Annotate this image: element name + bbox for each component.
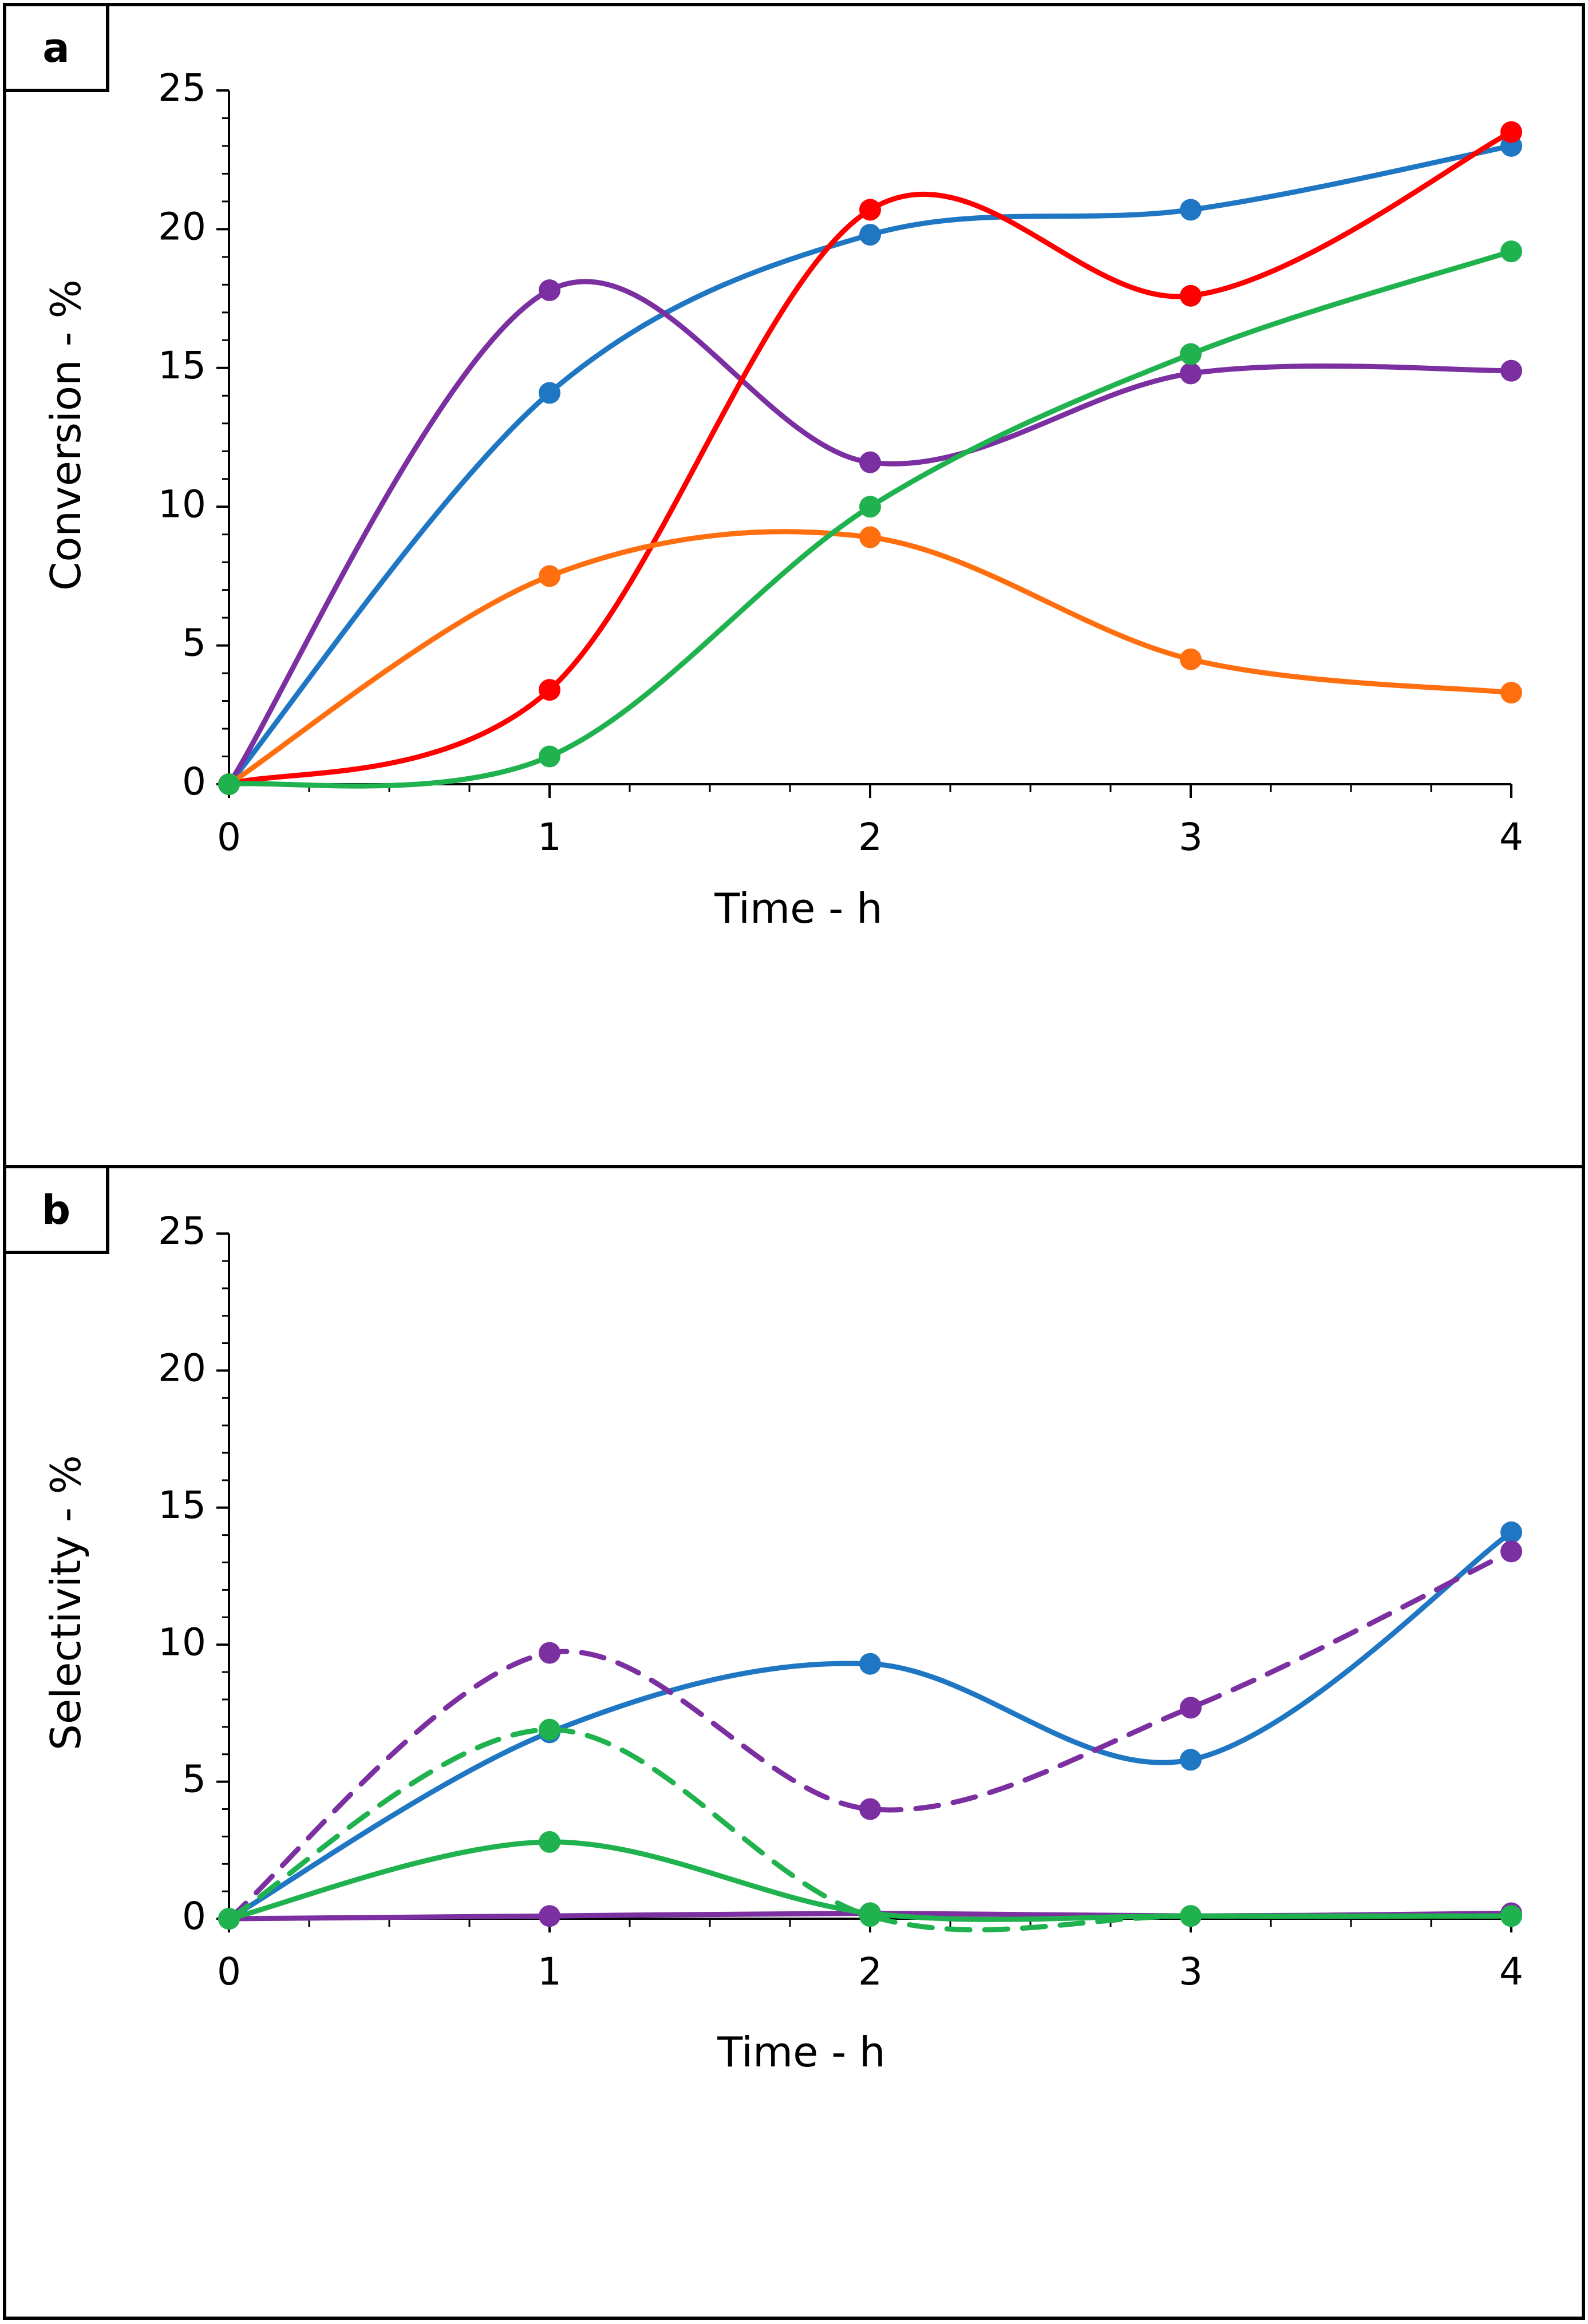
panel-b-data-point-0-4 xyxy=(1500,1521,1522,1543)
panel-a-series-line-1 xyxy=(226,279,1514,787)
panel-b-y-tick-label: 10 xyxy=(158,1620,206,1664)
panel-a-data-point-3-1 xyxy=(539,565,560,587)
panel-b-x-tick-label: 2 xyxy=(858,1950,882,1994)
panel-b-data-point-1-2 xyxy=(859,1798,881,1820)
panel-b-frame xyxy=(3,1165,1585,2320)
panel-b-data-point-1-4 xyxy=(1500,1540,1522,1563)
panel-b-label-box xyxy=(3,1165,109,1254)
panel-b-series-line-3 xyxy=(226,1727,1514,1932)
panel-b-label: b xyxy=(42,1187,70,1234)
panel-a-y-tick-label: 20 xyxy=(158,204,206,248)
panel-a-data-point-3-3 xyxy=(1180,648,1202,670)
panel-b-data-point-1-1 xyxy=(539,1642,560,1664)
panel-b-y-tick-label: 5 xyxy=(182,1757,206,1801)
panel-b-data-point-0-2 xyxy=(859,1653,881,1675)
panel-a-data-point-4-1 xyxy=(539,745,560,768)
panel-b-data-point-2-1 xyxy=(539,1905,560,1927)
panel-a-data-point-4-4 xyxy=(1500,240,1522,263)
panel-a-y-tick-label: 10 xyxy=(158,482,206,526)
panel-b-data-point-4-4 xyxy=(1500,1905,1522,1927)
panel-b-series-line-1 xyxy=(226,1548,1514,1922)
panel-a-x-tick-label: 0 xyxy=(217,815,241,859)
panel-a-series-line-3 xyxy=(226,529,1514,787)
panel-b-data-point-1-3 xyxy=(1180,1697,1202,1719)
panel-a-data-point-2-3 xyxy=(1180,284,1202,307)
panel-b-x-tick-label: 0 xyxy=(217,1950,241,1994)
panel-b-series-3 xyxy=(218,1718,1522,1932)
panel-a-y-tick-label: 5 xyxy=(182,621,206,665)
panel-a-data-point-2-2 xyxy=(859,199,881,221)
panel-b-series-4 xyxy=(218,1831,1522,1930)
panel-a-series-3 xyxy=(218,526,1522,795)
panel-b-x-tick-label: 3 xyxy=(1179,1950,1203,1994)
panel-a-plot-area xyxy=(218,121,1522,795)
panel-a-x-axis-title: Time - h xyxy=(714,884,883,932)
panel-a-series-line-4 xyxy=(226,248,1514,789)
panel-a-data-point-1-1 xyxy=(539,279,560,302)
panel-a-data-point-2-4 xyxy=(1500,121,1522,143)
panel-b-y-axis-title: Selectivity - % xyxy=(42,1455,90,1750)
panel-a-data-point-2-1 xyxy=(539,679,560,701)
panel-a-data-point-3-4 xyxy=(1500,682,1522,704)
panel-a-label: a xyxy=(42,25,69,72)
panel-b-x-tick-label: 1 xyxy=(538,1950,562,1994)
panel-b-data-point-4-3 xyxy=(1180,1905,1202,1927)
panel-b-data-point-0-3 xyxy=(1180,1749,1202,1771)
panel-b-data-point-4-2 xyxy=(859,1902,881,1924)
panel-b-y-tick-label: 0 xyxy=(182,1894,206,1938)
panel-a-y-tick-label: 0 xyxy=(182,760,206,804)
panel-a-data-point-3-2 xyxy=(859,526,881,548)
panel-b-plot-area xyxy=(218,1521,1522,1932)
panel-a-x-tick-label: 4 xyxy=(1499,815,1523,859)
panel-b-series-1 xyxy=(218,1540,1522,1930)
panel-a-data-point-4-0 xyxy=(218,773,240,795)
panel-a-x-tick-label: 1 xyxy=(538,815,562,859)
panel-a-label-box xyxy=(3,3,109,92)
panel-a-data-point-0-3 xyxy=(1180,199,1202,221)
panel-a-data-point-1-2 xyxy=(859,451,881,473)
panel-a-y-tick-label: 15 xyxy=(158,343,206,388)
panel-b-data-point-4-1 xyxy=(539,1831,560,1853)
panel-a-data-point-1-4 xyxy=(1500,359,1522,382)
panel-a-x-tick-label: 2 xyxy=(858,815,882,859)
panel-b-y-tick-label: 25 xyxy=(158,1209,206,1253)
panel-a-data-point-0-1 xyxy=(539,382,560,404)
panel-b-data-point-4-0 xyxy=(218,1908,240,1930)
panel-a-x-tick-label: 3 xyxy=(1179,815,1203,859)
panel-b-series-0 xyxy=(218,1521,1522,1930)
panel-b-y-tick-label: 15 xyxy=(158,1483,206,1527)
panel-a-series-4 xyxy=(218,240,1522,795)
panel-a-y-axis-title: Conversion - % xyxy=(42,279,90,591)
panel-b-data-point-3-1 xyxy=(539,1718,560,1741)
panel-b-x-tick-label: 4 xyxy=(1499,1950,1523,1994)
panel-a-data-point-4-3 xyxy=(1180,343,1202,365)
panel-b-x-axis-title: Time - h xyxy=(717,2028,886,2076)
panel-a-y-tick-label: 25 xyxy=(158,66,206,110)
panel-a-data-point-1-3 xyxy=(1180,362,1202,385)
panel-a-series-line-2 xyxy=(226,129,1514,787)
panel-a-data-point-4-2 xyxy=(859,496,881,518)
panel-a-data-point-0-2 xyxy=(859,224,881,246)
panel-b-y-tick-label: 20 xyxy=(158,1346,206,1390)
